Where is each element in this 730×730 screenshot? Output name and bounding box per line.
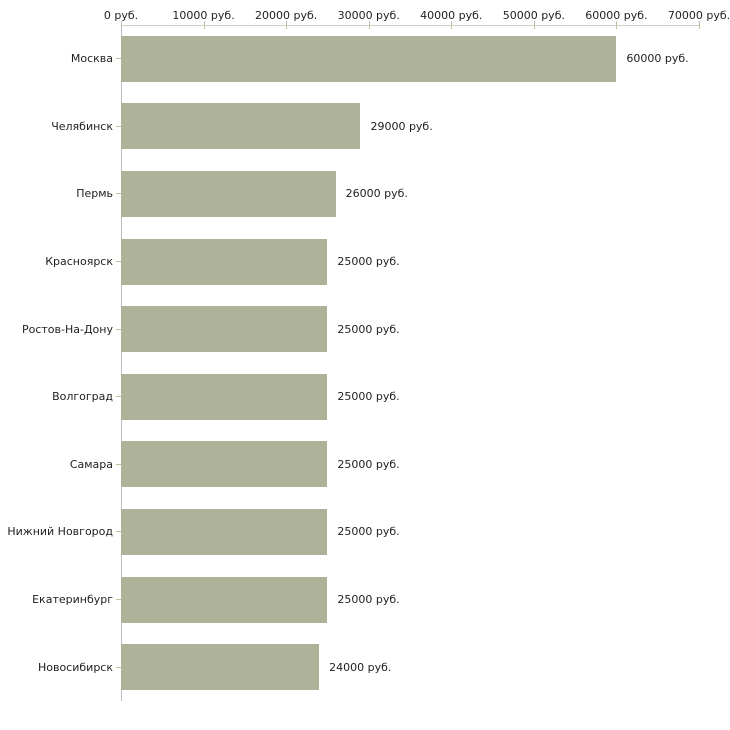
value-label: 25000 руб.: [337, 322, 400, 336]
bar-row: Волгоград 25000 руб.: [52, 363, 699, 431]
bar: [121, 103, 361, 150]
x-axis-tick-label: 0 руб.: [103, 9, 139, 22]
y-axis-line: [121, 25, 122, 701]
bar: [121, 35, 617, 82]
x-axis-tick-label: 30000 руб.: [337, 9, 400, 22]
bar-row: Москва 60000 руб.: [71, 25, 699, 93]
bar-row: Челябинск 29000 руб.: [51, 93, 699, 161]
bar-row: Екатеринбург 25000 руб.: [32, 566, 699, 634]
category-label: Челябинск: [51, 119, 113, 133]
bar-row: Новосибирск 24000 руб.: [38, 633, 699, 701]
value-label: 29000 руб.: [370, 119, 433, 133]
x-axis-tick-label: 20000 руб.: [255, 9, 318, 22]
x-axis-tick-mark: [699, 21, 700, 29]
category-label: Нижний Новгород: [7, 525, 113, 539]
value-label: 25000 руб.: [337, 255, 400, 269]
x-axis-tick-label: 40000 руб.: [420, 9, 483, 22]
bar-row: Самара 25000 руб.: [70, 431, 699, 499]
x-axis-line: [121, 25, 700, 26]
x-axis-tick-label: 70000 руб.: [667, 9, 730, 22]
plot-area: Москва 60000 руб. Челябинск 29000 руб. Пермь…: [7, 25, 699, 701]
category-tick-mark: [116, 666, 121, 668]
bar: [121, 508, 328, 555]
value-label: 25000 руб.: [337, 457, 400, 471]
value-label: 25000 руб.: [337, 593, 400, 607]
bar: [121, 170, 336, 217]
bar: [121, 441, 328, 488]
x-axis-tick-mark: [533, 21, 535, 29]
category-tick-mark: [116, 193, 121, 195]
bar-row: Ростов-На-Дону 25000 руб.: [22, 295, 699, 363]
value-label: 24000 руб.: [329, 660, 392, 674]
x-axis-tick-mark: [286, 21, 288, 29]
category-tick-mark: [116, 463, 121, 465]
x-axis-tick-mark: [616, 21, 618, 29]
category-label: Екатеринбург: [32, 593, 113, 607]
value-label: 60000 руб.: [626, 52, 689, 66]
category-tick-mark: [116, 531, 121, 533]
x-axis-tick-label: 10000 руб.: [172, 9, 235, 22]
category-label: Ростов-На-Дону: [21, 322, 113, 336]
bar-row: Красноярск 25000 руб.: [45, 228, 699, 296]
category-tick-mark: [116, 396, 121, 398]
category-label: Новосибирск: [37, 660, 113, 674]
category-label: Красноярск: [45, 255, 113, 269]
value-label: 26000 руб.: [345, 187, 408, 201]
x-axis-tick-label: 60000 руб.: [585, 9, 648, 22]
category-label: Москва: [70, 52, 113, 66]
value-label: 25000 руб.: [337, 525, 400, 539]
bar-row: Нижний Новгород 25000 руб.: [7, 498, 699, 566]
category-label: Самара: [69, 457, 113, 471]
x-axis-tick-mark: [368, 21, 370, 29]
x-axis-tick-label: 50000 руб.: [502, 9, 565, 22]
bar: [121, 644, 320, 691]
value-label: 25000 руб.: [337, 390, 400, 404]
x-axis-tick-mark: [203, 21, 205, 29]
category-tick-mark: [116, 261, 121, 263]
bar: [121, 576, 328, 623]
bar: [121, 238, 328, 285]
category-tick-mark: [116, 125, 121, 127]
bar: [121, 373, 328, 420]
category-tick-mark: [116, 58, 121, 60]
category-label: Пермь: [76, 187, 113, 201]
bar: [121, 306, 328, 353]
x-axis-tick-mark: [451, 21, 453, 29]
bar-row: Пермь 26000 руб.: [76, 160, 699, 228]
category-tick-mark: [116, 599, 121, 601]
category-label: Волгоград: [52, 390, 113, 404]
category-tick-mark: [116, 328, 121, 330]
